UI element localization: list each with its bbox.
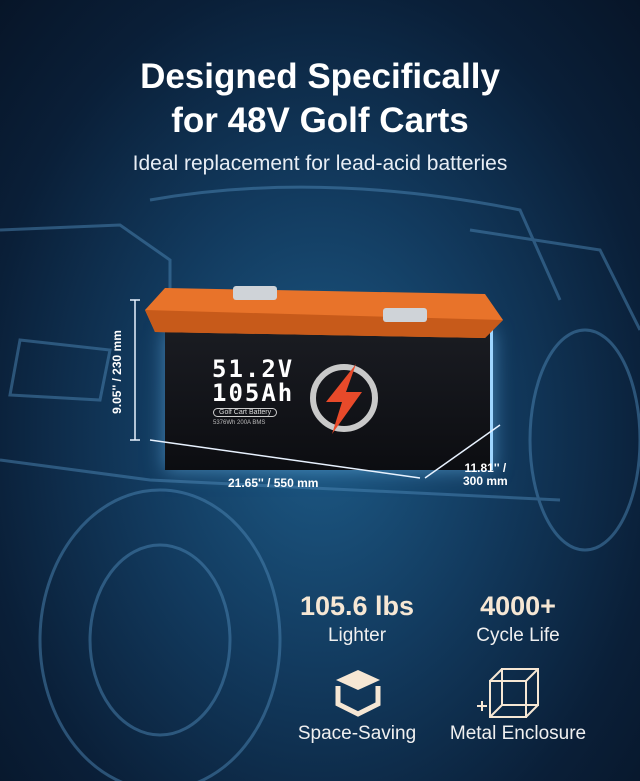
cycle-value: 4000+ [480,591,556,621]
battery-lid [145,286,503,338]
battery-badge: Golf Cart Battery [213,408,278,417]
width-dimension-line-1: 11.81'' / [464,461,507,475]
cycle-label: Cycle Life [476,625,560,646]
weight-label: Lighter [327,625,387,646]
handle-icon [383,308,427,322]
lightning-bolt-icon [310,364,378,434]
battery-specs: 5376Wh 200A BMS [213,420,266,426]
height-dimension: 9.05'' / 230 mm [110,330,124,414]
headline-line-1: Designed Specifically [140,57,500,96]
subtitle: Ideal replacement for lead-acid batterie… [132,152,508,175]
battery-capacity: 105Ah [212,379,295,407]
battery-voltage: 51.2V [212,355,295,383]
headline-line-2: for 48V Golf Carts [171,101,469,140]
weight-value: 105.6 lbs [299,591,415,621]
metal-enclosure-label: Metal Enclosure [449,723,587,744]
cube-open-icon [335,670,381,717]
space-saving-label: Space-Saving [297,723,417,744]
length-dimension: 21.65'' / 550 mm [228,476,319,490]
handle-icon [233,286,277,300]
metal-box-icon [477,668,539,718]
width-dimension-line-2: 300 mm [463,474,508,488]
